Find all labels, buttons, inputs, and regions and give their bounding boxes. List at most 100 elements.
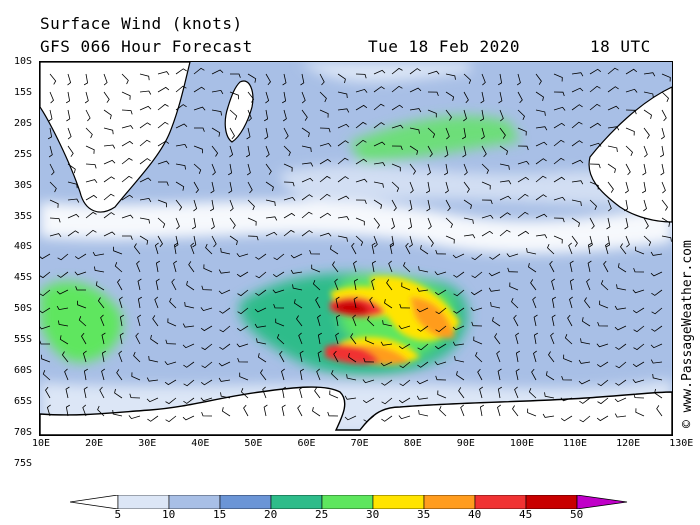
wind-barb <box>391 199 397 212</box>
colorbar-segment <box>372 494 425 510</box>
wind-barb <box>154 242 159 255</box>
wind-barb <box>211 127 221 137</box>
wind-barb <box>515 368 520 381</box>
wind-barb <box>174 235 179 248</box>
wind-barb <box>255 289 267 296</box>
wind-barb <box>297 404 303 417</box>
wind-barb <box>101 350 107 363</box>
wind-barb <box>373 103 385 111</box>
wind-barb <box>373 86 385 93</box>
wind-barb <box>117 278 123 291</box>
wind-barb <box>265 163 272 175</box>
wind-barb <box>571 235 578 247</box>
wind-barb <box>462 145 467 158</box>
longitude-label: 110E <box>563 438 588 449</box>
wind-barb <box>435 249 447 255</box>
wind-barb <box>643 199 647 212</box>
wind-barb <box>114 388 123 399</box>
wind-barb <box>463 163 468 176</box>
wind-barb <box>452 341 465 346</box>
wind-barb <box>101 332 106 345</box>
wind-barb <box>337 91 348 99</box>
wind-barb <box>335 314 341 327</box>
wind-barb <box>517 176 530 183</box>
wind-barb <box>81 332 87 345</box>
wind-barb <box>263 109 269 122</box>
wind-barb <box>182 415 195 421</box>
wind-barb <box>551 296 557 309</box>
wind-barb <box>418 410 429 417</box>
wind-barb <box>496 350 501 363</box>
credit-text: © www.PassageWeather.com <box>680 240 695 428</box>
forecast-hour-label: GFS 066 Hour Forecast <box>40 37 253 56</box>
wind-barb <box>445 235 455 244</box>
wind-barb <box>49 163 55 176</box>
wind-barb <box>146 397 159 403</box>
wind-barb <box>355 88 368 93</box>
wind-barb <box>246 127 251 140</box>
wind-barb <box>513 314 519 327</box>
wind-barb <box>236 253 249 258</box>
wind-barb <box>255 253 267 260</box>
valid-time-label: 18 UTC <box>590 37 651 56</box>
wind-barb <box>553 157 565 165</box>
wind-barb <box>201 411 213 417</box>
wind-barb <box>499 127 506 139</box>
wind-barb <box>211 89 224 95</box>
map-title: Surface Wind (knots) <box>40 14 243 33</box>
wind-barb <box>319 91 327 103</box>
wind-barb <box>337 123 350 129</box>
wind-barb <box>118 296 123 309</box>
wind-barb <box>175 68 187 75</box>
wind-barb <box>48 109 53 122</box>
wind-barb <box>355 235 364 246</box>
wind-barb <box>371 242 376 255</box>
wind-barb <box>175 181 185 191</box>
wind-barb <box>218 289 231 295</box>
wind-barb <box>650 343 663 349</box>
wind-barb <box>633 267 645 273</box>
latitude-label: 70S <box>14 426 33 438</box>
wind-barb <box>118 350 123 363</box>
wind-barb <box>103 176 115 183</box>
wind-barb <box>175 199 183 211</box>
wind-barb <box>553 73 563 82</box>
longitude-label: 90E <box>456 438 475 449</box>
wind-barb <box>344 415 357 421</box>
wind-barb <box>139 235 149 245</box>
wind-barb <box>200 307 213 312</box>
wind-barb <box>74 271 87 276</box>
wind-barb <box>382 320 393 327</box>
longitude-label: 30E <box>138 438 157 449</box>
wind-barb <box>514 386 519 399</box>
wind-barb <box>586 278 591 291</box>
wind-barb <box>362 397 375 404</box>
wind-barb <box>545 371 555 381</box>
wind-barb <box>614 397 627 403</box>
wind-barb <box>175 163 186 170</box>
wind-barb <box>569 278 575 291</box>
wind-barb <box>533 314 538 327</box>
wind-barb <box>301 177 314 183</box>
wind-barb <box>139 122 151 129</box>
wind-barb <box>337 73 346 84</box>
wind-barb <box>175 143 188 149</box>
wind-barb <box>589 163 601 169</box>
wind-barb <box>571 72 584 77</box>
wind-barb <box>596 415 609 422</box>
wind-barb <box>74 253 87 260</box>
wind-barb <box>642 163 647 176</box>
wind-barb <box>139 217 150 224</box>
wind-barb <box>453 271 465 278</box>
wind-barb <box>121 140 134 147</box>
wind-barb <box>46 404 51 417</box>
wind-barb <box>227 163 233 176</box>
wind-barb <box>435 325 447 333</box>
wind-barb <box>589 142 602 147</box>
wind-barb <box>173 260 178 273</box>
wind-barb <box>632 379 645 383</box>
wind-barb <box>399 361 411 369</box>
wind-barb <box>651 307 663 315</box>
wind-barb <box>103 109 112 120</box>
colorbar-segment <box>525 494 578 510</box>
